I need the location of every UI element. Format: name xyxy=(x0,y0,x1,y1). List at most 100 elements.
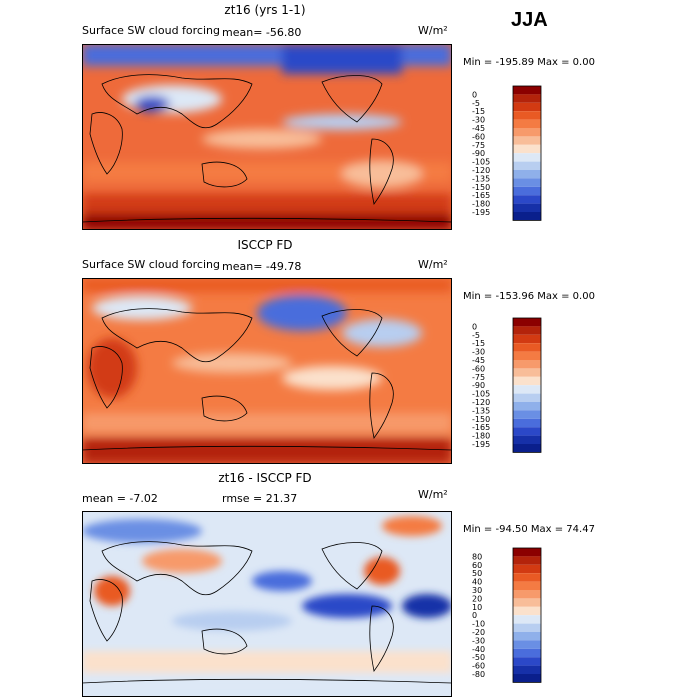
colorbar-1-tick-label: -135 xyxy=(472,174,490,183)
colorbar-3-tick-label: -80 xyxy=(472,670,485,679)
panel-1-map xyxy=(82,44,452,230)
map-3-americas-positive xyxy=(364,557,400,585)
panel-2-map xyxy=(82,278,452,464)
colorbar-1-swatch xyxy=(513,178,541,187)
colorbar-2-tick-label: -90 xyxy=(472,381,485,390)
colorbar-3-swatch xyxy=(513,674,541,683)
colorbar-1-swatch xyxy=(513,102,541,112)
map-2-tropical-band xyxy=(172,353,292,373)
colorbar-3-tick-label: -60 xyxy=(472,662,485,671)
map-2-frame xyxy=(82,278,452,464)
colorbar-1-swatch xyxy=(513,212,541,221)
colorbar-2-swatch xyxy=(513,418,541,428)
colorbar-2-swatch xyxy=(513,318,541,327)
panel-3-minmax: Min = -94.50 Max = 74.47 xyxy=(463,524,595,535)
map-1-coastlines xyxy=(82,74,452,223)
colorbar-2-tick-label: -105 xyxy=(472,390,490,399)
panel-3-title: zt16 - ISCCP FD xyxy=(218,471,312,485)
colorbar-1-swatch xyxy=(513,186,541,196)
colorbar-3-tick-label: 50 xyxy=(472,569,482,578)
colorbar-1-frame xyxy=(512,85,542,221)
colorbar-1-swatch xyxy=(513,170,541,179)
colorbar-2-tick-label: -60 xyxy=(472,364,485,373)
map-3-atlantic-negative xyxy=(402,594,452,618)
colorbar-3-tick-label: -20 xyxy=(472,628,485,637)
colorbar-2-swatch xyxy=(513,351,541,360)
colorbar-2-frame xyxy=(512,317,542,453)
panel-2-units: W/m² xyxy=(418,258,448,271)
colorbar-1-swatch xyxy=(513,94,541,103)
colorbar-2-swatch xyxy=(513,410,541,419)
colorbar-1-swatch xyxy=(513,153,541,162)
map-3-tropical-pacific-negative xyxy=(302,594,392,618)
map-2-north-pacific xyxy=(257,295,347,331)
colorbar-2-swatch xyxy=(513,376,541,386)
map-1-indian-monsoon xyxy=(134,96,170,112)
panel-3-rmse: rmse = 21.37 xyxy=(222,492,298,505)
map-2-antarctica xyxy=(82,438,452,464)
map-2-africa xyxy=(87,338,137,398)
colorbar-1-tick-label: -120 xyxy=(472,166,490,175)
colorbar-2-swatch xyxy=(513,444,541,453)
panel-1-minmax: Min = -195.89 Max = 0.00 xyxy=(463,57,595,68)
map-3-coastlines xyxy=(82,541,452,684)
colorbar-3-swatch xyxy=(513,606,541,616)
colorbar-3-tick-label: -30 xyxy=(472,636,485,645)
colorbar-2-tick-label: -150 xyxy=(472,415,490,424)
panel-1-mean: mean= -56.80 xyxy=(222,26,302,39)
map-2-coastlines xyxy=(82,308,452,451)
colorbar-1-tick-label: -180 xyxy=(472,200,490,209)
panel-2-mean: mean= -49.78 xyxy=(222,260,302,273)
map-1-tropical-band xyxy=(202,129,322,149)
colorbar-3-swatch xyxy=(513,556,541,565)
panel-3-units: W/m² xyxy=(418,488,448,501)
map-3-greenland-positive xyxy=(382,516,442,536)
colorbar-2-tick-label: -30 xyxy=(472,348,485,357)
colorbar-3-tick-label: 10 xyxy=(472,603,482,612)
colorbar-1-tick-label: -30 xyxy=(472,116,485,125)
colorbar-1-tick-label: -105 xyxy=(472,158,490,167)
colorbar-2-tick-label: -45 xyxy=(472,356,485,365)
colorbar-2-tick-label: -120 xyxy=(472,398,490,407)
panel-1-title: zt16 (yrs 1-1) xyxy=(224,3,306,17)
colorbar-3-tick-label: -10 xyxy=(472,620,485,629)
colorbar-3-swatch xyxy=(513,665,541,674)
colorbar-1-tick-label: -60 xyxy=(472,132,485,141)
colorbar-1-tick-label: 0 xyxy=(472,90,477,99)
map-1-frame xyxy=(82,44,452,230)
season-label: JJA xyxy=(511,9,548,31)
colorbar-3-swatch xyxy=(513,598,541,607)
map-2-south-pacific xyxy=(282,366,382,390)
colorbar-1-swatch xyxy=(513,119,541,128)
colorbar-3-swatch xyxy=(513,648,541,658)
map-1-itcz-pacific xyxy=(282,114,402,130)
colorbar-2-tick-label: -195 xyxy=(472,440,490,449)
map-2-north-atlantic xyxy=(342,319,422,347)
colorbar-3-tick-label: -40 xyxy=(472,645,485,654)
map-2-arctic-band xyxy=(82,278,452,292)
colorbar-1-swatch xyxy=(513,128,541,137)
colorbar-3-swatch xyxy=(513,590,541,599)
map-3-africa-positive xyxy=(94,576,130,606)
panel-1-variable-label: Surface SW cloud forcing xyxy=(82,24,220,37)
colorbar-1-swatch xyxy=(513,161,541,170)
colorbar-1-swatch xyxy=(513,86,541,95)
colorbar-3-tick-label: 20 xyxy=(472,594,482,603)
colorbar-3-frame xyxy=(512,547,542,683)
map-3-antarctica xyxy=(82,676,452,697)
colorbar-2-swatch xyxy=(513,402,541,411)
colorbar-3-swatch xyxy=(513,615,541,624)
colorbar-1-tick-label: -15 xyxy=(472,107,485,116)
map-3-arctic-negative xyxy=(82,519,202,543)
colorbar-3-tick-label: -50 xyxy=(472,653,485,662)
colorbar-1-tick-label: -195 xyxy=(472,208,490,217)
panel-3-mean: mean = -7.02 xyxy=(82,492,158,505)
colorbar-1-tick-label: -165 xyxy=(472,191,490,200)
colorbar-3-tick-label: 0 xyxy=(472,611,477,620)
colorbar-3-swatch xyxy=(513,657,541,666)
colorbar-3-swatch xyxy=(513,564,541,574)
colorbar-2-tick-label: 0 xyxy=(472,322,477,331)
colorbar-3-tick-label: 30 xyxy=(472,586,482,595)
colorbar-2-swatch xyxy=(513,360,541,369)
